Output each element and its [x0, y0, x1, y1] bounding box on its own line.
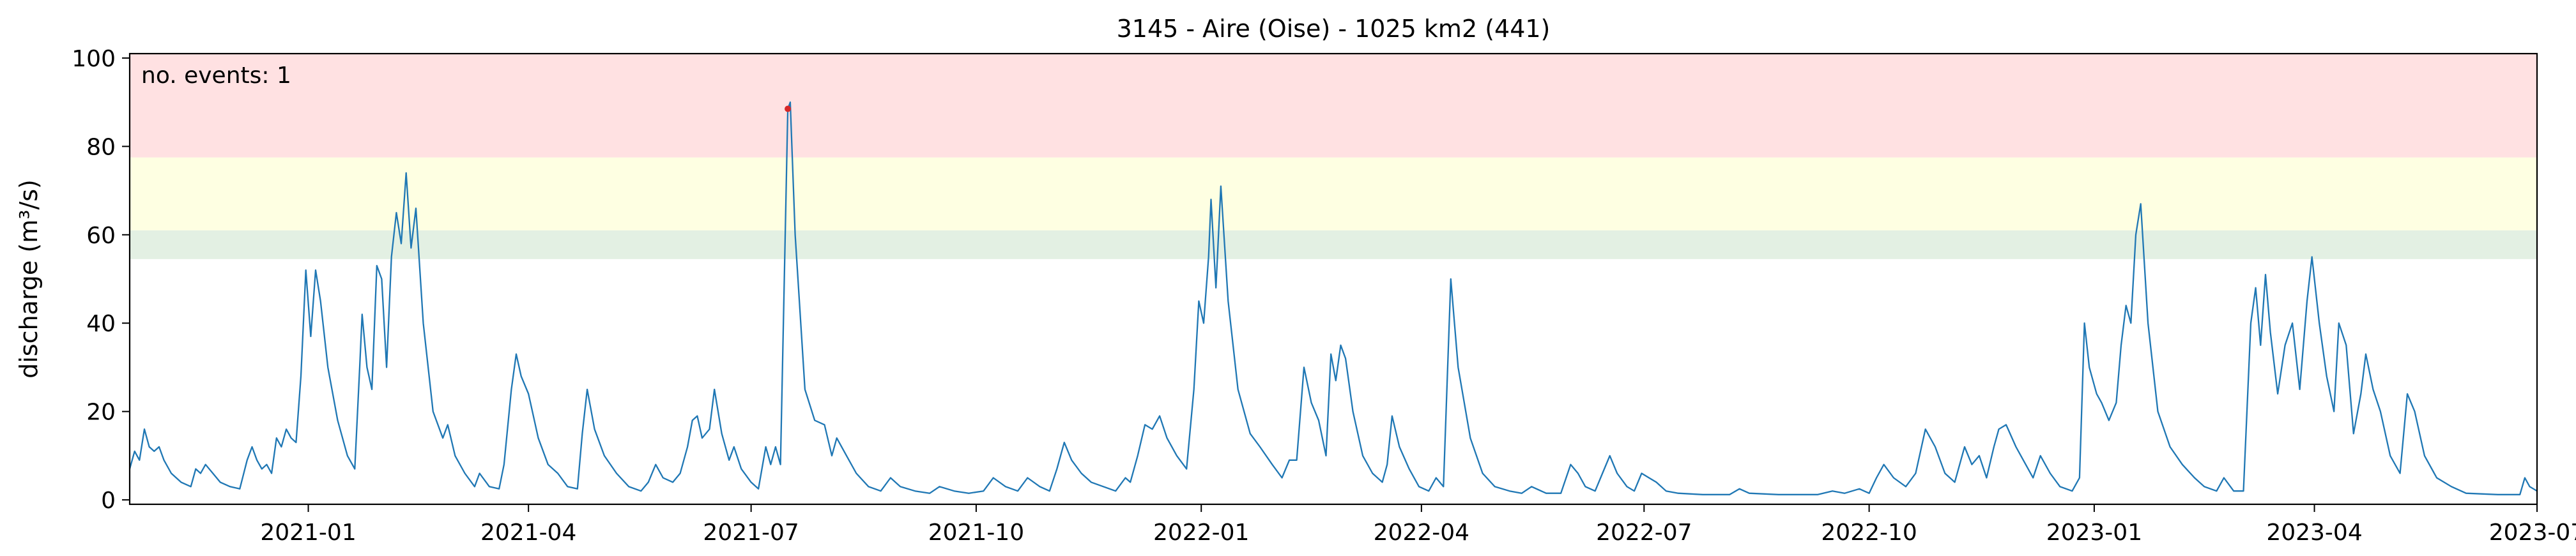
chart-title: 3145 - Aire (Oise) - 1025 km2 (441): [1117, 15, 1551, 43]
x-tick-label: 2022-10: [1821, 520, 1917, 546]
threshold-band-1: [130, 230, 2537, 259]
y-tick-label: 40: [86, 311, 116, 337]
event-marker: [785, 105, 792, 112]
x-tick-label: 2021-10: [928, 520, 1024, 546]
x-tick-label: 2022-04: [1374, 520, 1469, 546]
discharge-line: [128, 101, 2538, 495]
x-tick-label: 2023-01: [2046, 520, 2142, 546]
discharge-series: [128, 101, 2538, 495]
x-tick-label: 2021-04: [480, 520, 576, 546]
y-axis: 0 20 40 60 80 100: [72, 46, 130, 514]
event-markers: [785, 105, 792, 112]
plot-area-frame: [128, 52, 2538, 506]
y-tick-label: 100: [72, 46, 116, 72]
y-tick-label: 60: [86, 223, 116, 249]
threshold-band-3: [130, 54, 2537, 158]
y-tick-label: 0: [101, 488, 116, 514]
x-tick-label: 2021-07: [703, 520, 799, 546]
events-count-annotation: no. events: 1: [141, 63, 291, 89]
x-tick-label: 2022-01: [1153, 520, 1249, 546]
threshold-band-2: [130, 157, 2537, 230]
x-tick-label: 2021-01: [260, 520, 356, 546]
x-tick-label: 2022-07: [1596, 520, 1692, 546]
y-tick-label: 20: [86, 400, 116, 426]
x-axis: 2021-01 2021-04 2021-07 2021-10 2022-01 2022-…: [260, 504, 2576, 546]
y-tick-label: 80: [86, 134, 116, 160]
y-axis-label: discharge (m³/s): [15, 179, 43, 379]
x-tick-label: 2023-07: [2489, 520, 2576, 546]
threshold-bands: [130, 54, 2537, 259]
x-tick-label: 2023-04: [2266, 520, 2362, 546]
